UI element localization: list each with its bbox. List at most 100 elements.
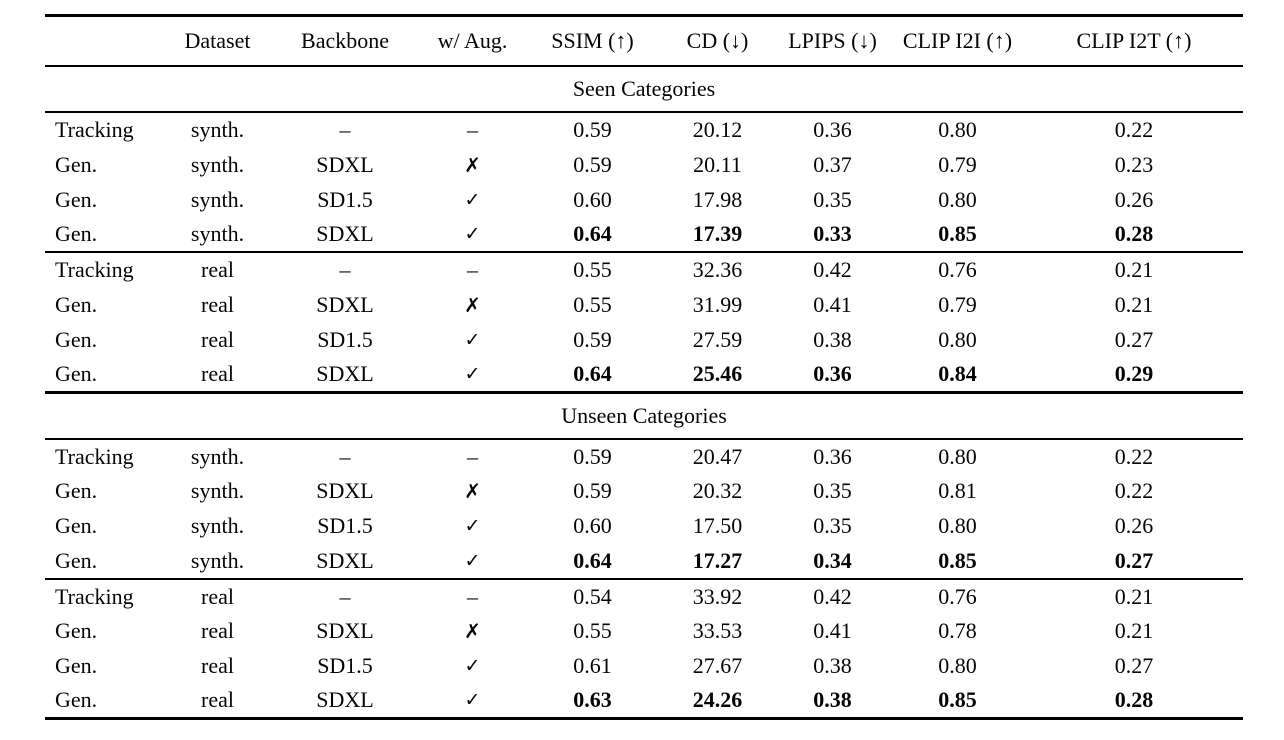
- ssim-value: 0.55: [573, 257, 612, 282]
- dash-icon: –: [467, 443, 478, 469]
- clip-i2t-value: 0.21: [1114, 618, 1154, 643]
- backbone-cell: SDXL: [270, 543, 420, 580]
- table-row: Gen. synth. SDXL ✗ 0.59 20.32 0.35 0.81 …: [45, 474, 1243, 509]
- column-header-method: [45, 15, 165, 67]
- check-icon: ✓: [464, 655, 481, 677]
- column-header-cd: CD (↓): [660, 15, 775, 67]
- check-icon: ✓: [464, 188, 481, 211]
- method-cell: Gen.: [55, 291, 98, 317]
- clip-i2t-value: 0.22: [1114, 478, 1154, 503]
- dataset-cell: real: [201, 291, 234, 317]
- clip-i2i-value: 0.80: [938, 443, 977, 469]
- backbone-cell: SD1.5: [317, 326, 373, 352]
- method-cell: Tracking: [55, 443, 134, 469]
- cd-value: 17.50: [692, 513, 743, 538]
- column-header-backbone: Backbone: [270, 15, 420, 67]
- dataset-cell: synth.: [190, 513, 245, 538]
- backbone-cell: SDXL: [316, 478, 374, 503]
- check-icon: ✓: [464, 515, 481, 537]
- table-row: Tracking real – – 0.55 32.36 0.42 0.76 0…: [45, 252, 1243, 287]
- clip-i2i-value: 0.85: [890, 543, 1025, 580]
- table-row-best: Gen. real SDXL ✓ 0.63 24.26 0.38 0.85 0.…: [45, 684, 1243, 719]
- dataset-cell: real: [201, 257, 234, 282]
- lpips-value: 0.38: [813, 687, 852, 713]
- clip-i2i-value: 0.84: [890, 357, 1025, 394]
- table-row-best: Gen. synth. SDXL ✓ 0.64 17.39 0.33 0.85 …: [45, 217, 1243, 253]
- clip-i2i-value: 0.80: [938, 513, 977, 538]
- clip-i2t-value: 0.21: [1114, 257, 1154, 282]
- clip-i2i-value: 0.80: [938, 186, 977, 212]
- method-cell: Gen.: [55, 326, 98, 352]
- ssim-value: 0.59: [573, 478, 612, 503]
- cd-value: 17.98: [692, 186, 743, 212]
- table-row-best: Gen. real SDXL ✓ 0.64 25.46 0.36 0.84 0.…: [45, 357, 1243, 394]
- ssim-value: 0.63: [573, 687, 612, 713]
- table-row: Tracking synth. – – 0.59 20.12 0.36 0.80…: [45, 112, 1243, 147]
- dataset-cell: synth.: [190, 443, 245, 469]
- dash-icon: –: [467, 257, 478, 282]
- check-icon: ✓: [420, 543, 525, 580]
- dataset-cell: synth.: [165, 217, 270, 253]
- clip-i2i-value: 0.85: [938, 687, 977, 713]
- cd-value: 20.47: [692, 443, 743, 469]
- backbone-cell: SD1.5: [317, 653, 373, 678]
- table-row: Gen. synth. SD1.5 ✓ 0.60 17.98 0.35 0.80…: [45, 182, 1243, 217]
- clip-i2i-value: 0.79: [938, 291, 977, 317]
- lpips-value: 0.38: [813, 326, 852, 352]
- lpips-value: 0.36: [775, 357, 890, 394]
- cd-value: 17.27: [660, 543, 775, 580]
- lpips-value: 0.42: [813, 257, 852, 282]
- clip-i2t-value: 0.28: [1025, 217, 1243, 253]
- clip-i2t-value: 0.21: [1114, 291, 1154, 317]
- clip-i2t-value: 0.23: [1114, 151, 1154, 177]
- method-cell: Tracking: [55, 117, 134, 142]
- ssim-value: 0.54: [573, 583, 612, 609]
- ssim-value: 0.64: [525, 217, 660, 253]
- clip-i2i-value: 0.85: [890, 217, 1025, 253]
- backbone-cell: –: [339, 583, 351, 609]
- method-cell: Gen.: [55, 618, 98, 643]
- ssim-value: 0.60: [573, 186, 612, 212]
- clip-i2i-value: 0.76: [938, 257, 977, 282]
- dash-icon: –: [467, 583, 478, 609]
- table-row: Gen. real SDXL ✗ 0.55 31.99 0.41 0.79 0.…: [45, 287, 1243, 322]
- lpips-value: 0.41: [813, 618, 852, 643]
- clip-i2i-value: 0.80: [938, 117, 977, 142]
- column-header-clip-i2t: CLIP I2T (↑): [1025, 15, 1243, 67]
- lpips-value: 0.36: [813, 117, 852, 142]
- method-cell: Gen.: [55, 687, 98, 713]
- column-header-lpips: LPIPS (↓): [775, 15, 890, 67]
- group-seen-real: Tracking real – – 0.55 32.36 0.42 0.76 0…: [45, 252, 1243, 394]
- section-title-row: Unseen Categories: [45, 392, 1243, 440]
- column-header-ssim: SSIM (↑): [525, 15, 660, 67]
- ssim-value: 0.64: [525, 543, 660, 580]
- backbone-cell: SDXL: [316, 291, 374, 317]
- backbone-cell: SDXL: [316, 687, 374, 713]
- lpips-value: 0.42: [813, 583, 852, 609]
- clip-i2i-value: 0.81: [938, 478, 977, 503]
- cd-value: 27.59: [692, 326, 743, 352]
- clip-i2t-value: 0.27: [1114, 653, 1154, 678]
- ssim-value: 0.59: [573, 151, 612, 177]
- cross-icon: ✗: [464, 479, 481, 503]
- clip-i2t-value: 0.21: [1114, 583, 1154, 609]
- check-icon: ✓: [420, 357, 525, 394]
- clip-i2t-value: 0.22: [1114, 443, 1154, 469]
- ssim-value: 0.60: [573, 513, 612, 538]
- table-header: Dataset Backbone w/ Aug. SSIM (↑) CD (↓)…: [45, 15, 1243, 67]
- clip-i2i-value: 0.76: [938, 583, 977, 609]
- cd-value: 27.67: [692, 653, 743, 678]
- table-row: Gen. synth. SDXL ✗ 0.59 20.11 0.37 0.79 …: [45, 147, 1243, 182]
- dataset-cell: synth.: [190, 151, 245, 177]
- ssim-value: 0.55: [573, 618, 612, 643]
- backbone-cell: SDXL: [316, 151, 374, 177]
- clip-i2i-value: 0.78: [938, 618, 977, 643]
- lpips-value: 0.35: [813, 186, 852, 212]
- lpips-value: 0.38: [813, 653, 852, 678]
- table-row: Tracking synth. – – 0.59 20.47 0.36 0.80…: [45, 439, 1243, 474]
- backbone-cell: SDXL: [270, 357, 420, 394]
- table-row: Tracking real – – 0.54 33.92 0.42 0.76 0…: [45, 579, 1243, 614]
- method-cell: Gen.: [45, 357, 165, 394]
- cross-icon: ✗: [464, 152, 481, 177]
